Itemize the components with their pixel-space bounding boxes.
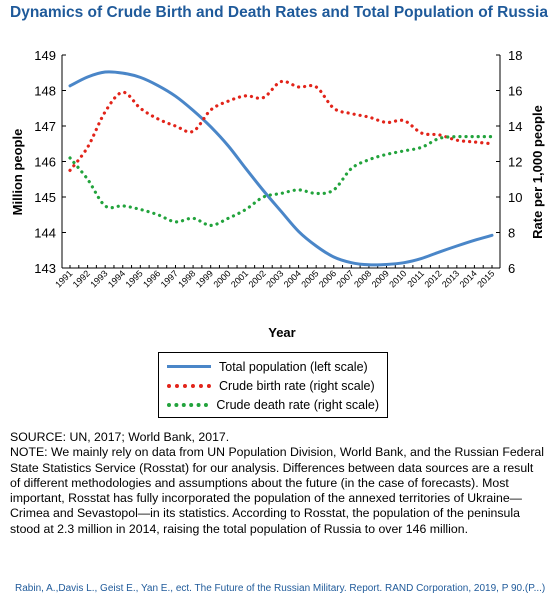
methodology-note: NOTE: We mainly rely on data from UN Pop… bbox=[10, 445, 545, 536]
x-tick-label: 2014 bbox=[458, 268, 479, 289]
series-line-population bbox=[68, 70, 494, 267]
y-tick-label-right: 12 bbox=[508, 155, 522, 170]
y-tick-label-left: 148 bbox=[34, 84, 56, 99]
series-line-death-rate bbox=[68, 134, 494, 228]
notes-block: SOURCE: UN, 2017; World Bank, 2017. NOTE… bbox=[10, 430, 545, 537]
x-tick-label: 2008 bbox=[352, 268, 373, 289]
chart-legend: Total population (left scale) Crude birt… bbox=[158, 352, 388, 418]
x-tick-label: 2010 bbox=[387, 268, 408, 289]
y-tick-label-left: 143 bbox=[34, 261, 56, 276]
y-tick-label-right: 8 bbox=[508, 226, 515, 241]
y-tick-label-right: 6 bbox=[508, 261, 515, 276]
y-tick-label-left: 146 bbox=[34, 155, 56, 170]
source-note: SOURCE: UN, 2017; World Bank, 2017. bbox=[10, 430, 230, 444]
y-axis-label: Million people bbox=[10, 129, 25, 216]
y-tick-label-left: 145 bbox=[34, 190, 56, 205]
x-tick-label: 2003 bbox=[264, 268, 285, 289]
legend-label-birth-rate: Crude birth rate (right scale) bbox=[219, 378, 375, 393]
x-tick-label: 2007 bbox=[335, 268, 356, 289]
y2-axis-label: Rate per 1,000 people bbox=[530, 105, 545, 239]
legend-item-birth-rate: Crude birth rate (right scale) bbox=[167, 376, 379, 395]
y-tick-label-right: 10 bbox=[508, 190, 522, 205]
legend-item-death-rate: Crude death rate (right scale) bbox=[167, 395, 379, 414]
legend-swatch-death-rate bbox=[167, 402, 209, 407]
x-tick-label: 1996 bbox=[141, 268, 162, 289]
legend-label-death-rate: Crude death rate (right scale) bbox=[216, 397, 379, 412]
y-tick-label-left: 147 bbox=[34, 119, 56, 134]
citation: Rabin, A.,Davis L., Geist E., Yan E., ec… bbox=[15, 583, 546, 594]
x-axis-label: Year bbox=[268, 325, 295, 340]
x-tick-label: 2005 bbox=[299, 268, 320, 289]
y-tick-label-left: 144 bbox=[34, 226, 56, 241]
legend-label-population: Total population (left scale) bbox=[219, 359, 368, 374]
x-tick-label: 1994 bbox=[106, 268, 127, 289]
y-tick-label-left: 149 bbox=[34, 48, 56, 63]
chart-title: Dynamics of Crude Birth and Death Rates … bbox=[10, 4, 548, 21]
x-tick-label: 2004 bbox=[282, 268, 303, 289]
y-tick-label-right: 18 bbox=[508, 48, 522, 63]
x-tick-label: 1997 bbox=[159, 268, 180, 289]
chart-axes: 1431441451461471481496810121416181991199… bbox=[34, 48, 522, 290]
x-tick-label: 1999 bbox=[194, 268, 215, 289]
x-tick-label: 2002 bbox=[247, 268, 268, 289]
x-tick-label: 1992 bbox=[71, 268, 92, 289]
legend-item-population: Total population (left scale) bbox=[167, 357, 379, 376]
x-tick-label: 1995 bbox=[124, 268, 145, 289]
x-tick-label: 2013 bbox=[440, 268, 461, 289]
chart-series bbox=[68, 70, 494, 267]
legend-swatch-birth-rate bbox=[167, 383, 211, 388]
x-tick-label: 2011 bbox=[405, 268, 426, 289]
x-tick-label: 2006 bbox=[317, 268, 338, 289]
x-tick-label: 1993 bbox=[88, 268, 109, 289]
x-tick-label: 2009 bbox=[370, 268, 391, 289]
y-tick-label-right: 14 bbox=[508, 119, 522, 134]
x-tick-label: 2000 bbox=[211, 268, 232, 289]
x-tick-label: 1998 bbox=[176, 268, 197, 289]
y-tick-label-right: 16 bbox=[508, 84, 522, 99]
x-tick-label: 2015 bbox=[475, 268, 496, 289]
x-tick-label: 1991 bbox=[53, 268, 74, 289]
x-tick-label: 2001 bbox=[229, 268, 250, 289]
chart: 1431441451461471481496810121416181991199… bbox=[10, 48, 545, 340]
series-line-birth-rate bbox=[68, 79, 494, 172]
x-tick-label: 2012 bbox=[422, 268, 443, 289]
legend-swatch-population bbox=[167, 365, 211, 368]
